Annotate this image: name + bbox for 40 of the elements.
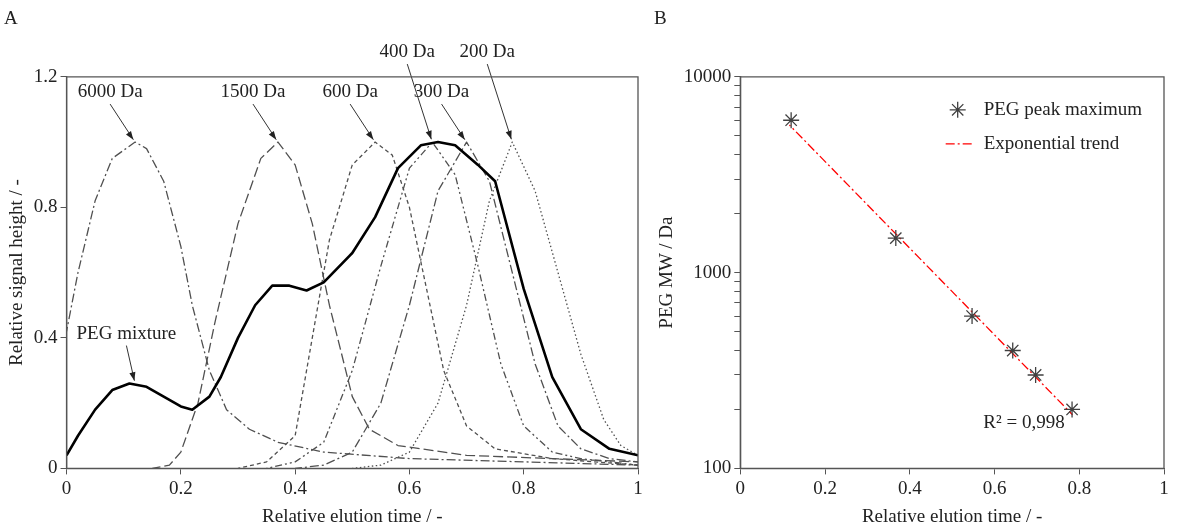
x-tick-label: 0.6 [397, 476, 422, 498]
x-tick-label: 0.8 [511, 476, 536, 498]
x-tick-label: 0.6 [982, 476, 1007, 498]
annotation: 400 Da [379, 40, 436, 62]
x-tick-label: 1 [633, 476, 643, 498]
x-tick-label: 0 [735, 476, 746, 498]
x-tick-label: 1 [1159, 476, 1169, 498]
chart-title: A [4, 7, 18, 29]
x-tick-label: 0.2 [813, 476, 837, 498]
y-tick-label: 1000 [693, 260, 732, 282]
y-tick-label: 10000 [683, 64, 732, 86]
annotation: PEG mixture [76, 321, 177, 343]
annotation: 1500 Da [220, 80, 286, 102]
annotation: 300 Da [413, 80, 470, 102]
x-tick-label: 0.4 [283, 476, 308, 498]
y-tick-label: 1.2 [33, 64, 58, 86]
point [1004, 341, 1022, 360]
y-tick-label: 0 [48, 456, 58, 478]
x-axis-title: Relative elution time / - [262, 504, 443, 526]
y-tick-label: 0.4 [33, 325, 59, 347]
y-axis-title: Relative signal height / - [5, 179, 27, 366]
annotation: 600 Da [322, 80, 379, 102]
point [887, 229, 905, 247]
chart-title: B [654, 7, 667, 29]
y-tick-label: 0.8 [33, 195, 58, 217]
x-axis-title: Relative elution time / - [861, 504, 1043, 526]
point [782, 111, 800, 129]
point [1063, 400, 1081, 419]
point [963, 307, 981, 325]
x-tick-label: 0.2 [168, 476, 193, 498]
legend-label: Exponential trend [983, 131, 1120, 153]
annotation: 200 Da [459, 40, 516, 62]
point [1026, 366, 1045, 384]
annotation: R² = 0,998 [983, 411, 1065, 433]
legend-label: PEG peak maximum [983, 97, 1143, 119]
x-tick-label: 0.8 [1067, 476, 1092, 498]
annotation: 6000 Da [77, 80, 144, 102]
y-axis-title: PEG MW / Da [655, 216, 677, 329]
x-tick-label: 0.4 [897, 476, 923, 498]
y-tick-label: 100 [702, 456, 732, 478]
